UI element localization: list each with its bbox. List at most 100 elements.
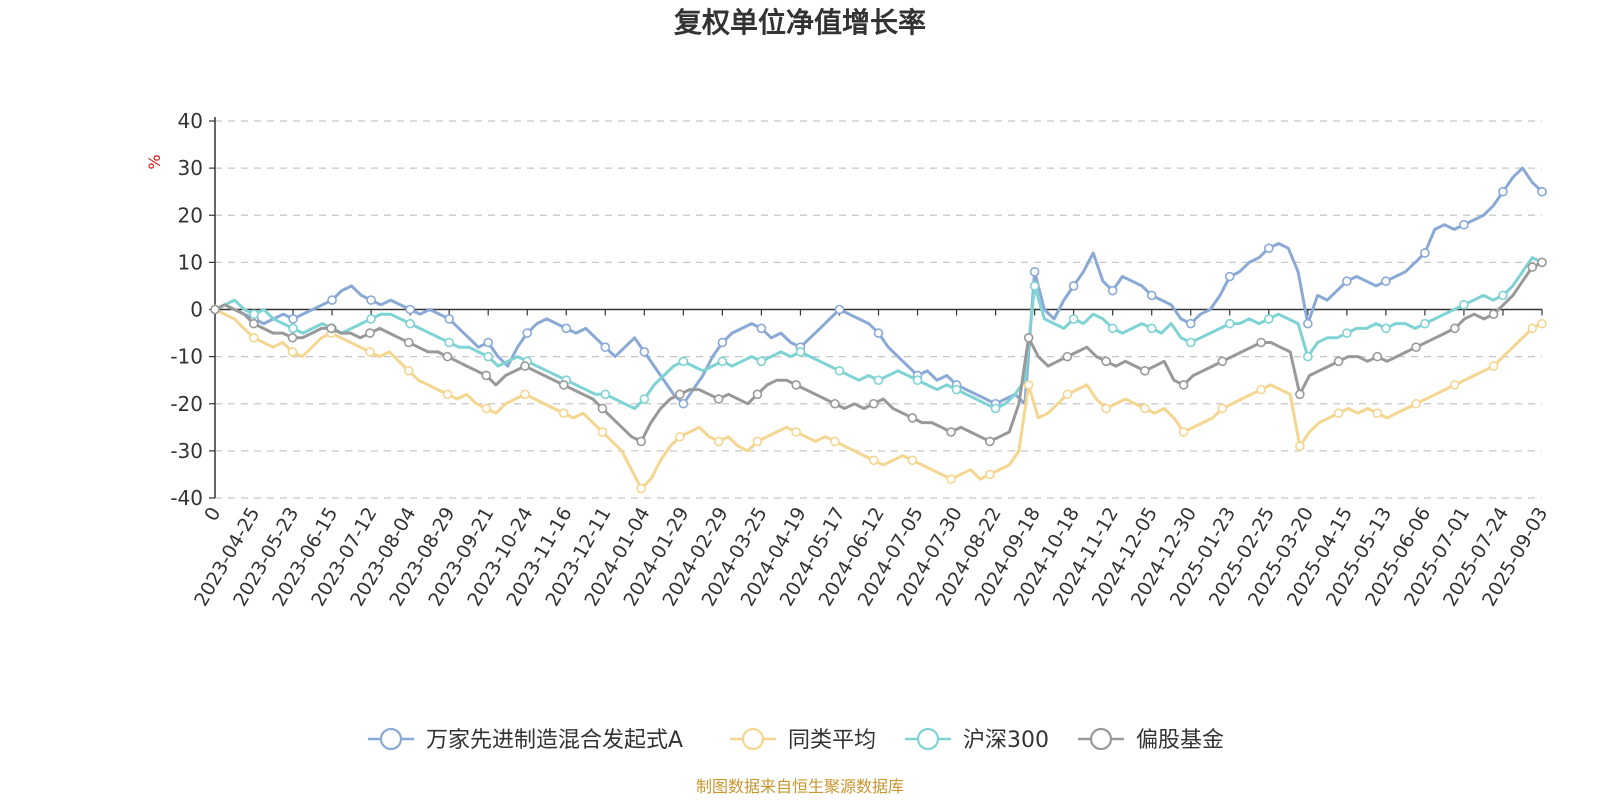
data-point	[678, 356, 689, 367]
data-point	[1295, 389, 1305, 400]
y-tick-label: -40	[170, 486, 203, 510]
y-tick-label: -10	[170, 345, 203, 369]
data-point	[1185, 337, 1196, 348]
series-1	[210, 304, 1547, 494]
series-line	[214, 261, 1543, 443]
legend-circle-icon	[1089, 727, 1113, 751]
series-line	[214, 308, 1543, 491]
series-line	[214, 166, 1544, 406]
legend[interactable]: 万家先进制造混合发起式A 同类平均 沪深300 偏股基金	[368, 727, 1224, 753]
data-point	[791, 427, 801, 437]
data-point	[403, 337, 414, 348]
data-point	[1023, 380, 1034, 390]
data-point	[1224, 271, 1235, 282]
data-point	[675, 389, 685, 400]
data-point	[795, 347, 806, 357]
data-point	[1420, 248, 1430, 258]
chart-title: 复权单位净值增长率	[674, 6, 926, 39]
series-lines	[210, 166, 1547, 494]
data-point	[1372, 351, 1383, 362]
legend-item[interactable]: 同类平均	[730, 727, 876, 753]
data-point	[1488, 309, 1499, 320]
data-point	[597, 403, 608, 414]
data-point	[1029, 266, 1040, 277]
data-point	[873, 375, 884, 385]
data-point	[1333, 408, 1344, 418]
data-point	[639, 394, 650, 404]
x-tick-labels: 02023-04-252023-05-232023-06-152023-07-1…	[190, 504, 1552, 611]
data-point	[1101, 356, 1111, 367]
legend-item[interactable]: 万家先进制造混合发起式A	[368, 727, 683, 753]
data-point	[1342, 328, 1352, 338]
data-point	[483, 337, 494, 348]
data-point	[558, 408, 569, 418]
data-point	[1381, 323, 1391, 334]
y-tick-label: 40	[178, 109, 203, 133]
data-point	[442, 351, 453, 362]
x-tick-label: 0	[200, 504, 225, 525]
data-point	[403, 365, 414, 376]
data-point	[1029, 281, 1040, 291]
y-tick-label: 30	[178, 156, 203, 180]
data-point	[558, 380, 569, 390]
data-point	[366, 314, 376, 324]
data-point	[1217, 403, 1228, 414]
data-point	[1140, 365, 1150, 376]
data-point	[483, 351, 494, 362]
data-point	[1217, 356, 1228, 367]
data-point	[830, 398, 840, 409]
data-point	[907, 413, 918, 423]
data-point	[248, 332, 259, 343]
data-point	[752, 389, 763, 400]
data-point	[600, 342, 611, 353]
data-point	[868, 455, 879, 466]
data-point	[1488, 361, 1499, 371]
data-point	[1062, 389, 1073, 400]
series-3	[210, 257, 1547, 447]
data-point	[912, 375, 923, 385]
y-tick-label: 10	[178, 250, 203, 274]
data-point	[444, 337, 454, 348]
data-point	[1537, 186, 1547, 197]
data-point	[1450, 380, 1460, 390]
data-point	[1140, 403, 1150, 414]
data-point	[1178, 427, 1189, 437]
data-point	[287, 332, 298, 343]
data-point	[1256, 337, 1266, 348]
data-point	[756, 356, 767, 367]
data-point	[1068, 314, 1079, 324]
data-point	[444, 314, 454, 324]
data-point	[365, 328, 375, 338]
data-point	[713, 436, 724, 447]
data-point	[946, 474, 956, 484]
data-point	[1381, 276, 1391, 287]
data-point	[405, 304, 415, 315]
data-point	[600, 389, 611, 400]
legend-label: 沪深300	[963, 728, 1049, 753]
data-point	[636, 483, 646, 494]
data-point	[288, 323, 298, 334]
data-point	[481, 370, 492, 381]
data-point	[1527, 262, 1538, 272]
data-point	[1263, 314, 1274, 324]
data-point	[1146, 290, 1157, 301]
data-point	[1107, 285, 1118, 296]
data-point	[366, 295, 376, 305]
data-point	[868, 398, 879, 409]
data-point	[248, 318, 259, 329]
data-point	[830, 436, 840, 447]
data-point	[1256, 384, 1266, 395]
legend-item[interactable]: 沪深300	[905, 727, 1049, 753]
legend-circle-icon	[916, 727, 940, 751]
data-point	[520, 389, 530, 400]
data-point	[210, 304, 220, 315]
series-0	[210, 166, 1547, 409]
legend-item[interactable]: 偏股基金	[1078, 727, 1224, 753]
legend-circle-icon	[379, 727, 403, 751]
data-point	[1303, 318, 1313, 329]
data-point	[405, 318, 415, 329]
data-point	[678, 398, 689, 409]
data-point	[1263, 243, 1274, 254]
data-point	[990, 403, 1001, 414]
